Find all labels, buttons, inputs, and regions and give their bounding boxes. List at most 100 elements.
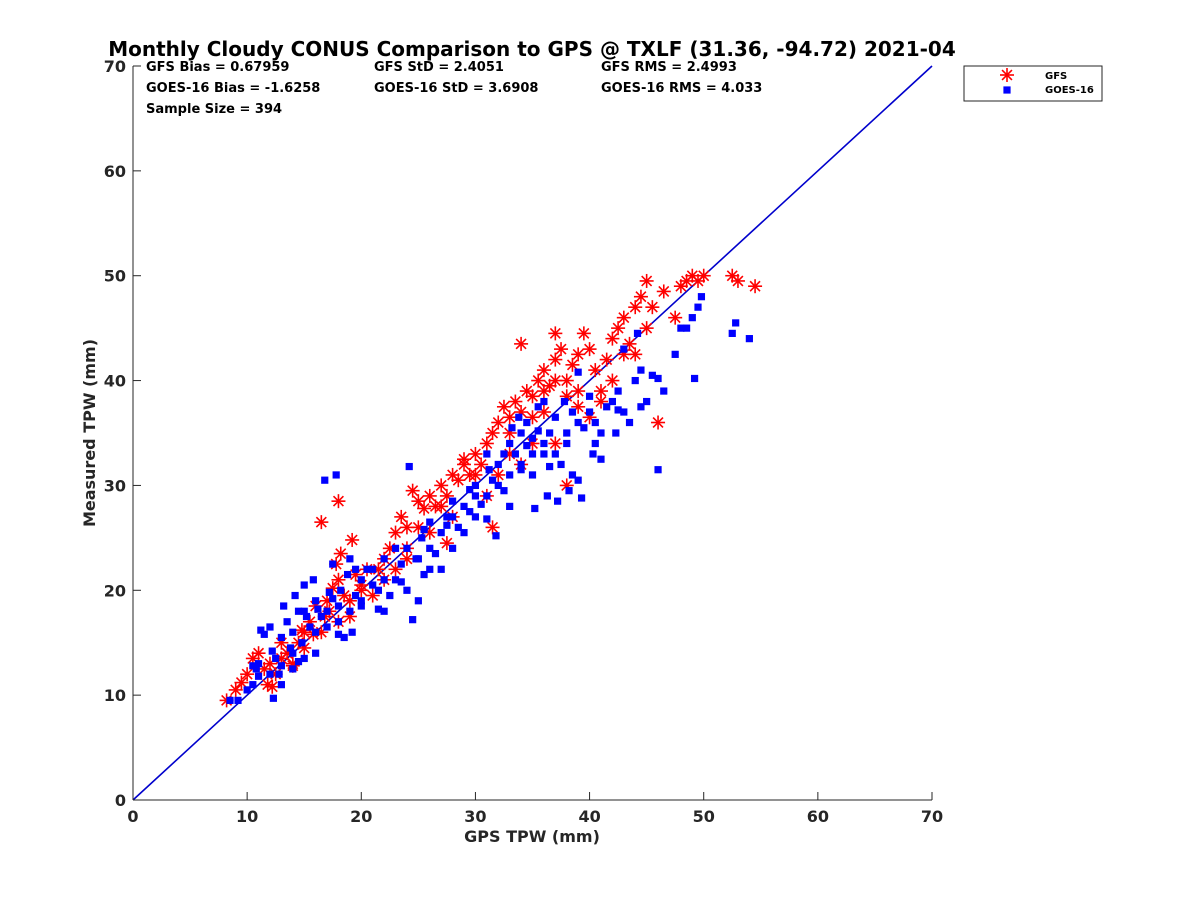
goes16-point xyxy=(405,462,413,471)
goes16-point xyxy=(506,502,514,510)
gfs-point xyxy=(434,478,449,493)
legend-gfs-marker xyxy=(1000,68,1014,82)
gfs-point xyxy=(331,494,346,509)
x-tick-label: 50 xyxy=(693,807,715,826)
goes16-point xyxy=(654,466,662,474)
goes16-point xyxy=(688,314,696,322)
legend-goes16-marker xyxy=(1003,86,1011,94)
goes16-point xyxy=(677,324,685,332)
goes16-point xyxy=(523,418,531,427)
reference-line-group xyxy=(132,65,933,801)
goes16-point xyxy=(289,628,297,636)
goes16-point xyxy=(272,654,280,663)
stat-goes-rms: GOES-16 RMS = 4.033 xyxy=(601,81,762,96)
gfs-point xyxy=(394,509,409,524)
goes16-point xyxy=(348,628,356,636)
goes16-point xyxy=(528,450,537,458)
goes16-point xyxy=(277,681,285,689)
goes16-point xyxy=(391,544,400,552)
goes16-point xyxy=(334,602,343,610)
gfs-point xyxy=(611,321,626,336)
gfs-point xyxy=(536,384,551,399)
goes16-point xyxy=(243,686,251,694)
goes16-point xyxy=(551,450,559,458)
goes16-point xyxy=(454,523,462,531)
goes16-point xyxy=(386,591,394,600)
gfs-point xyxy=(628,347,643,362)
goes16-point xyxy=(329,595,337,603)
goes16-point xyxy=(574,368,582,376)
goes16-point xyxy=(531,504,539,513)
goes16-point xyxy=(323,607,331,615)
goes16-point xyxy=(351,565,360,573)
goes16-point xyxy=(517,466,525,474)
gfs-point xyxy=(525,389,540,404)
gfs-point xyxy=(411,494,426,509)
y-tick-label: 20 xyxy=(104,581,126,600)
gfs-point xyxy=(565,357,580,372)
gfs-point xyxy=(571,384,586,399)
goes16-point xyxy=(257,626,265,634)
plot-area xyxy=(132,66,932,801)
gfs-point xyxy=(491,415,506,430)
x-axis-label: GPS TPW (mm) xyxy=(464,827,600,846)
goes16-point xyxy=(321,476,329,484)
goes16-point xyxy=(254,660,263,668)
gfs-point xyxy=(628,300,643,315)
goes16-point xyxy=(508,424,516,432)
goes16-point xyxy=(234,696,242,704)
goes16-point xyxy=(380,576,388,584)
gfs-point xyxy=(331,572,346,587)
goes16-point xyxy=(608,397,616,406)
goes16-point xyxy=(612,429,620,437)
goes16-point xyxy=(643,397,651,406)
gfs-point xyxy=(548,373,563,388)
gfs-point xyxy=(548,436,563,451)
x-axis-ticks: 0 10 20 30 40 50 60 70 xyxy=(127,792,943,826)
goes16-point xyxy=(437,529,445,537)
goes16-point xyxy=(460,529,468,537)
goes16-point xyxy=(343,570,352,579)
goes16-point xyxy=(289,665,297,673)
goes16-point xyxy=(426,544,434,552)
goes16-point xyxy=(614,406,622,414)
goes16-point xyxy=(334,618,343,626)
goes16-point xyxy=(614,387,622,395)
goes16-point xyxy=(420,525,428,534)
goes16-point xyxy=(277,662,285,670)
gfs-point xyxy=(748,279,763,294)
gfs-point xyxy=(234,675,249,690)
goes16-point xyxy=(565,487,573,495)
goes16-point xyxy=(585,408,594,416)
gfs-point xyxy=(485,426,500,440)
legend-gfs-asterisk xyxy=(1000,68,1014,82)
goes16-point xyxy=(312,628,320,636)
goes16-point xyxy=(254,672,263,680)
y-tick-label: 30 xyxy=(104,476,126,495)
stat-gfs-bias: GFS Bias = 0.67959 xyxy=(146,60,289,75)
gfs-point xyxy=(696,268,711,283)
goes16-point xyxy=(577,494,586,502)
goes16-point xyxy=(471,481,480,490)
goes16-point xyxy=(323,623,331,631)
gfs-point xyxy=(554,342,569,357)
goes16-point xyxy=(306,623,314,631)
y-tick-label: 10 xyxy=(104,686,126,705)
goes16-point xyxy=(534,427,542,435)
goes16-point xyxy=(363,565,371,573)
gfs-point xyxy=(228,682,243,697)
stats-block: GFS Bias = 0.67959 GFS StD = 2.4051 GFS … xyxy=(146,60,762,117)
goes16-point xyxy=(591,418,599,427)
goes16-point xyxy=(409,616,417,624)
goes16-point xyxy=(660,387,668,395)
goes16-point xyxy=(603,403,611,411)
stat-goes-bias: GOES-16 Bias = -1.6258 xyxy=(146,81,320,96)
goes16-point xyxy=(500,450,508,458)
goes16-point xyxy=(631,376,639,385)
goes16-point xyxy=(337,586,345,594)
gfs-point xyxy=(656,284,671,299)
goes16-point xyxy=(249,662,257,670)
goes16-point xyxy=(637,366,645,374)
gfs-point xyxy=(559,389,574,404)
